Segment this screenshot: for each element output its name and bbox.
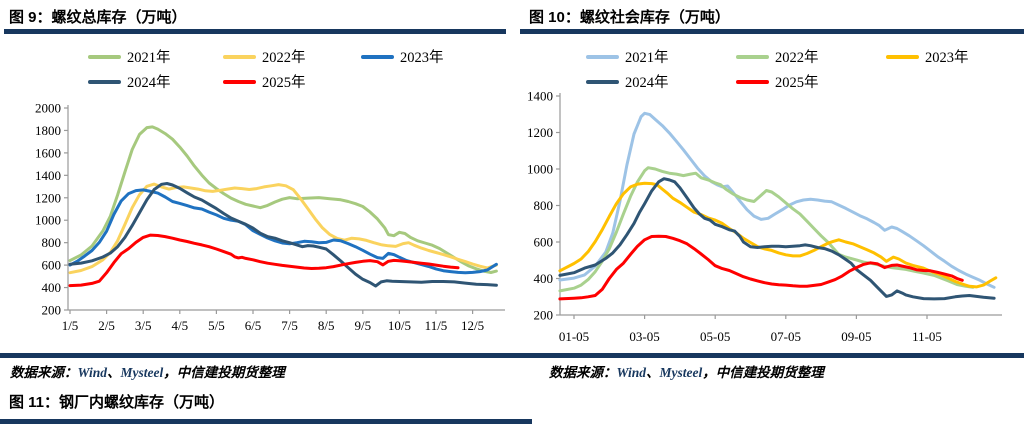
y-tick-label: 600 (42, 258, 62, 273)
legend-label: 2022年 (262, 50, 306, 66)
source-prefix: 数据来源： (549, 365, 617, 380)
x-tick-label: 8/5 (318, 318, 335, 333)
legend-label: 2025年 (775, 75, 819, 91)
fig10-title-rule (520, 29, 1024, 34)
legend-item-2022: 2022年 (736, 46, 886, 67)
fig10-chart: 200 400 600 800 1000 1200 1400 01-05 03-05 05-05 0… (527, 89, 1002, 344)
source-mysteel: Mysteel (659, 365, 703, 380)
fig10-legend: 2021年 2022年 2023年 2024年 2025年 (586, 44, 969, 94)
x-tick-label: 3/5 (135, 318, 152, 333)
series-line-2025 (68, 233, 460, 288)
y-tick-label: 1200 (35, 190, 61, 205)
x-tick-label: 5/5 (208, 318, 225, 333)
x-tick-label: 09-05 (841, 329, 871, 344)
x-tick-label: 4/5 (171, 318, 188, 333)
fig9-title-rule (4, 29, 506, 34)
source-suffix: ，中信建投期货整理 (163, 365, 285, 380)
legend-swatch-icon (223, 54, 256, 59)
legend-swatch-icon (736, 79, 769, 84)
source-separator: 、 (646, 365, 660, 380)
x-tick-label: 2/5 (98, 318, 115, 333)
y-tick-label: 1000 (35, 213, 61, 228)
legend-item-2023: 2023年 (361, 46, 444, 67)
y-tick-label: 1200 (527, 125, 553, 140)
section-divider (0, 353, 1024, 358)
fig9-title: 图 9：螺纹总库存（万吨） (9, 9, 187, 26)
legend-label: 2024年 (625, 75, 669, 91)
x-tick-label: 11/5 (425, 318, 448, 333)
legend-swatch-icon (586, 54, 619, 59)
legend-label: 2021年 (127, 50, 171, 66)
y-tick-label: 1800 (35, 123, 61, 138)
x-tick-label: 9/5 (354, 318, 371, 333)
series-line-2021 (68, 125, 498, 274)
legend-label: 2021年 (625, 50, 669, 66)
legend-swatch-icon (586, 79, 619, 84)
fig9-legend: 2021年 2022年 2023年 2024年 2025年 (88, 44, 444, 94)
x-tick-label: 11-05 (912, 329, 942, 344)
legend-item-2021: 2021年 (586, 46, 736, 67)
legend-item-2023: 2023年 (886, 46, 969, 67)
x-tick-label: 1/5 (62, 318, 79, 333)
legend-swatch-icon (736, 54, 769, 59)
y-tick-label: 800 (42, 235, 62, 250)
source-separator: 、 (107, 365, 121, 380)
y-tick-label: 600 (534, 235, 554, 250)
y-tick-label: 1000 (527, 162, 553, 177)
source-wind: Wind (77, 365, 108, 380)
y-tick-label: 200 (534, 308, 554, 323)
legend-label: 2022年 (775, 50, 819, 66)
legend-swatch-icon (886, 54, 919, 59)
legend-item-2025: 2025年 (223, 71, 361, 92)
source-prefix: 数据来源： (10, 365, 78, 380)
y-tick-label: 400 (534, 271, 554, 286)
fig9-source-note: 数据来源：Wind、Mysteel，中信建投期货整理 (10, 361, 285, 381)
y-tick-label: 400 (42, 280, 62, 295)
fig10-title: 图 10：螺纹社会库存（万吨） (529, 9, 730, 26)
legend-swatch-icon (88, 79, 121, 84)
source-wind: Wind (616, 365, 647, 380)
x-tick-label: 03-05 (629, 329, 659, 344)
y-tick-label: 2000 (35, 101, 61, 116)
legend-label: 2023年 (400, 50, 444, 66)
legend-label: 2023年 (925, 50, 969, 66)
x-tick-label: 7/5 (281, 318, 298, 333)
series-line-2024 (68, 182, 498, 288)
fig11-title-rule (0, 419, 532, 424)
y-tick-label: 1400 (527, 89, 553, 104)
fig11-title: 图 11：钢厂内螺纹库存（万吨） (9, 394, 225, 411)
y-tick-label: 1600 (35, 145, 61, 160)
x-tick-label: 01-05 (559, 329, 589, 344)
series-line-2023 (558, 181, 998, 289)
x-tick-label: 12/5 (461, 318, 484, 333)
legend-swatch-icon (223, 79, 256, 84)
fig10-source-note: 数据来源：Wind、Mysteel，中信建投期货整理 (549, 361, 824, 381)
legend-swatch-icon (361, 54, 394, 59)
source-mysteel: Mysteel (120, 365, 164, 380)
legend-label: 2025年 (262, 75, 306, 91)
series-line-2021 (558, 111, 996, 289)
x-tick-label: 07-05 (771, 329, 801, 344)
y-tick-label: 200 (42, 303, 62, 318)
legend-item-2021: 2021年 (88, 46, 223, 67)
x-tick-label: 6/5 (245, 318, 262, 333)
x-tick-label: 05-05 (700, 329, 730, 344)
series-line-2024 (558, 177, 996, 301)
legend-item-2024: 2024年 (88, 71, 223, 92)
y-tick-label: 800 (534, 198, 554, 213)
series-line-2022 (68, 182, 498, 275)
source-suffix: ，中信建投期货整理 (702, 365, 824, 380)
legend-swatch-icon (88, 54, 121, 59)
series-line-2022 (558, 166, 975, 293)
legend-item-2024: 2024年 (586, 71, 736, 92)
series-line-2025 (558, 234, 964, 301)
legend-label: 2024年 (127, 75, 171, 91)
series-line-2023 (68, 188, 498, 275)
y-tick-label: 1400 (35, 168, 61, 183)
x-tick-label: 10/5 (388, 318, 411, 333)
legend-item-2022: 2022年 (223, 46, 361, 67)
fig9-chart: 200 400 600 800 1000 1200 1400 1600 1800 2000 1/5 2… (35, 101, 505, 333)
legend-item-2025: 2025年 (736, 71, 886, 92)
